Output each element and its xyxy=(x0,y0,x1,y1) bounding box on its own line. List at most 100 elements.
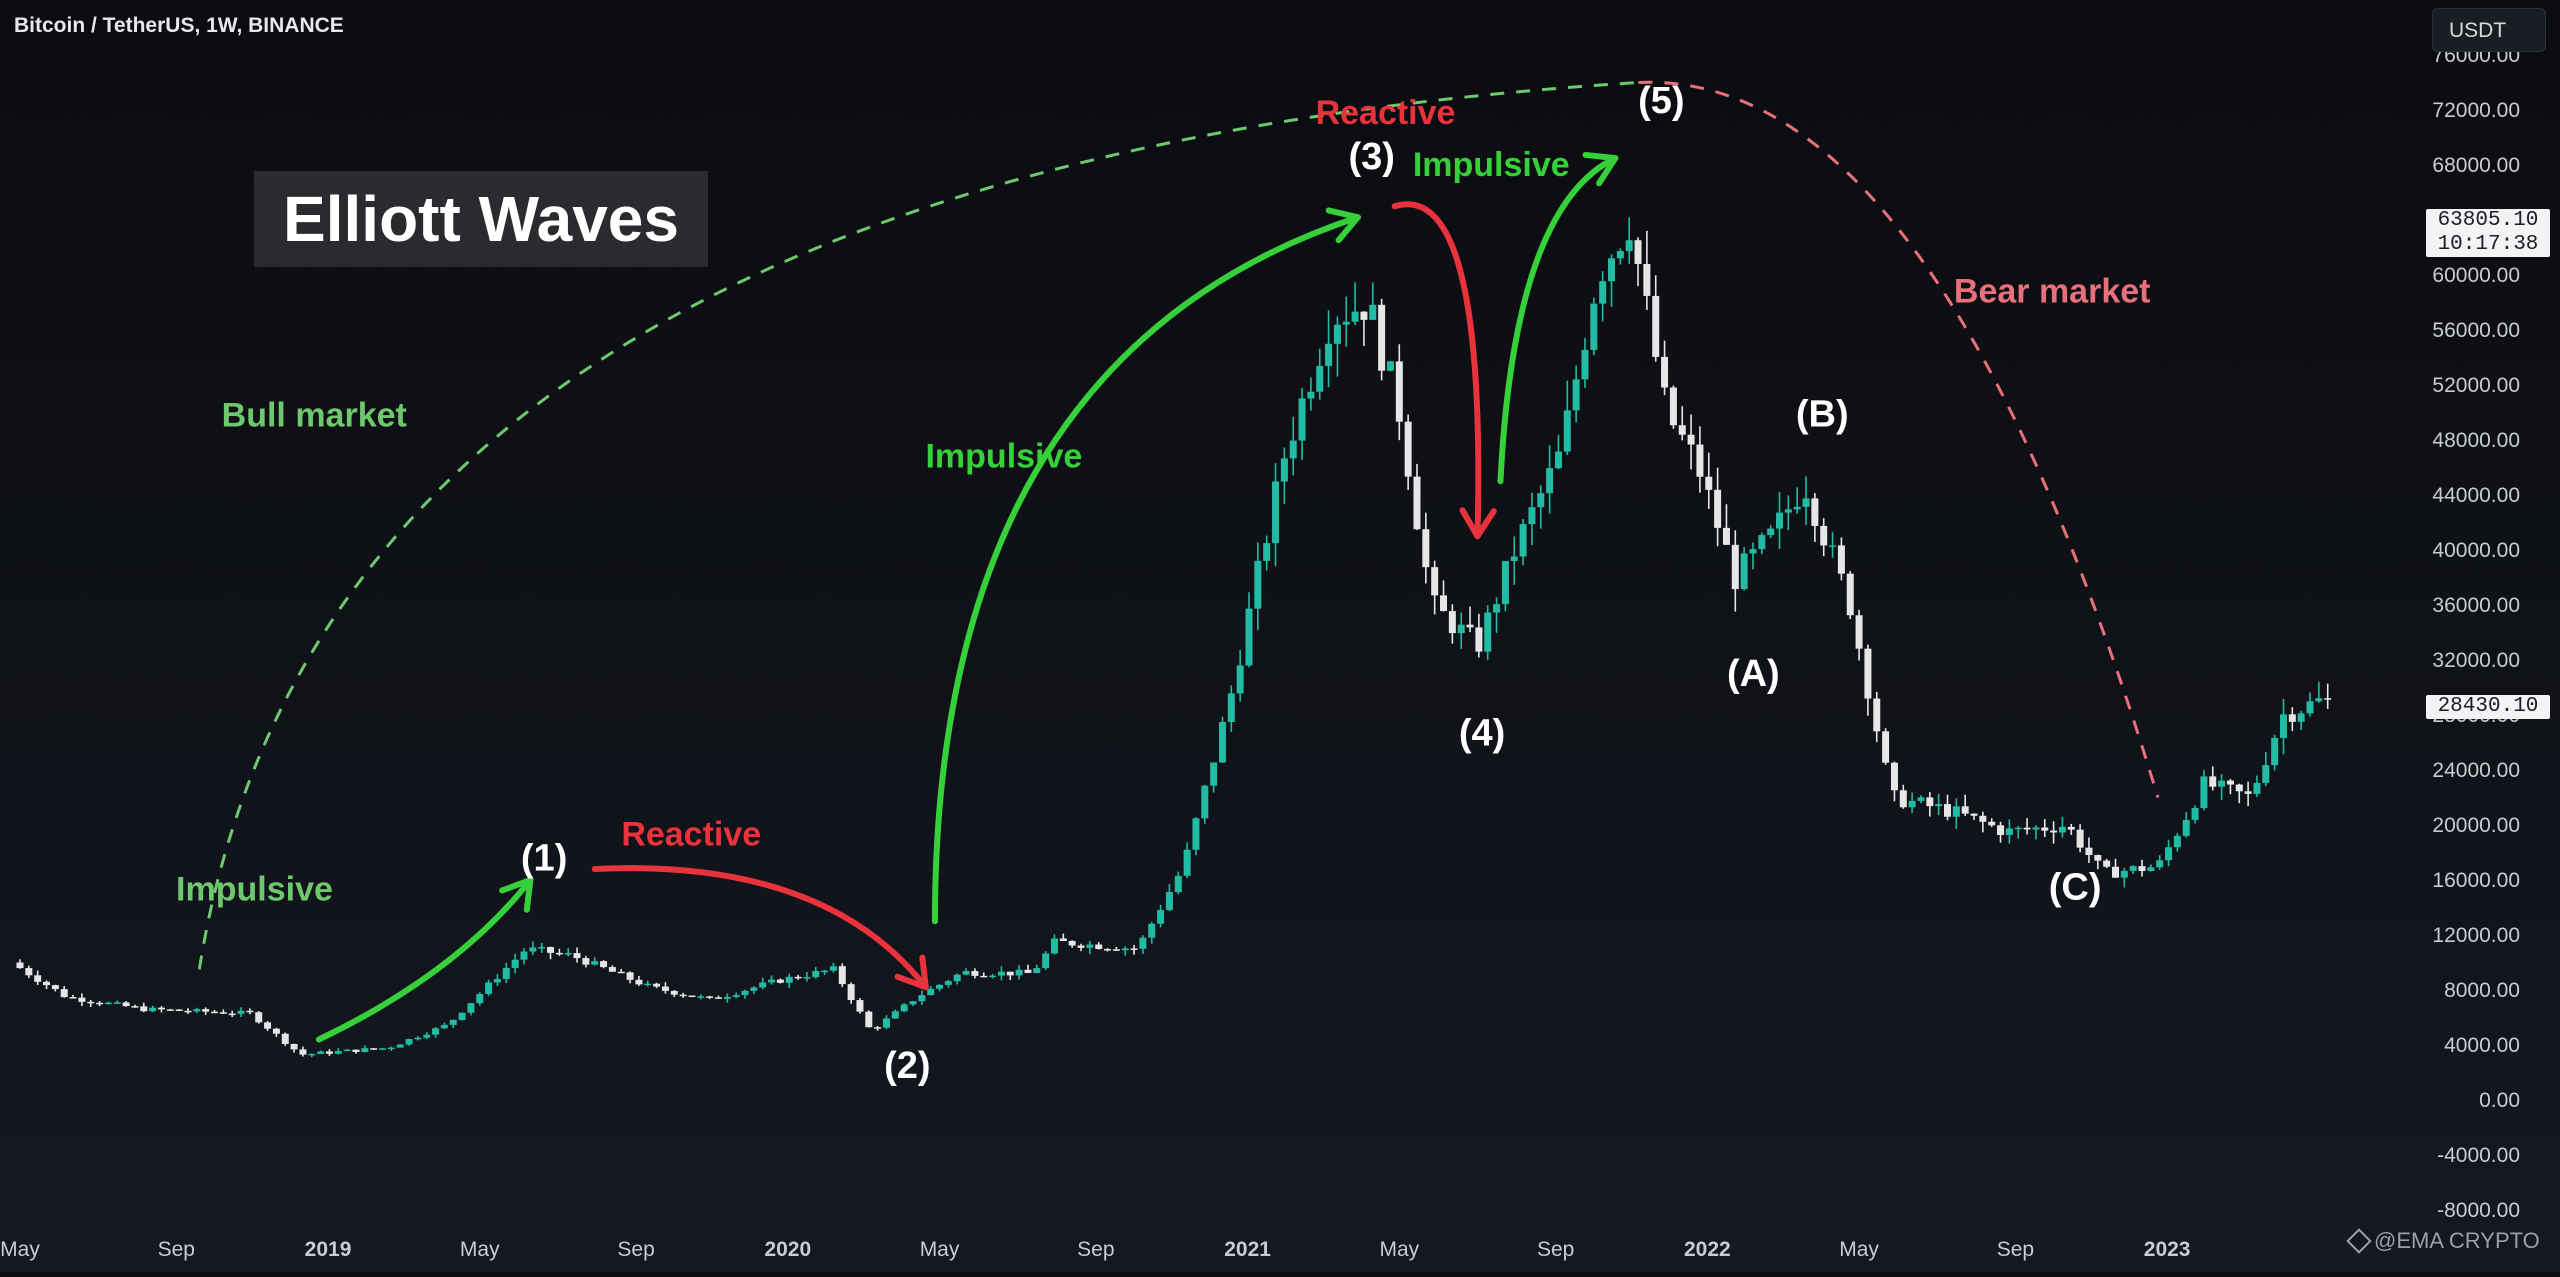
candle-body xyxy=(2253,782,2261,794)
candle-body xyxy=(1696,444,1704,477)
candle-body xyxy=(175,1009,183,1012)
candle-body xyxy=(573,953,581,959)
candle-body xyxy=(697,996,705,998)
candle-body xyxy=(1616,251,1624,259)
candle-body xyxy=(485,982,493,994)
candle-body xyxy=(1882,731,1890,763)
candle-body xyxy=(2218,780,2226,787)
candle-body xyxy=(2226,780,2234,785)
candle-body xyxy=(785,976,793,983)
chart-annotation: Impulsive xyxy=(1413,146,1570,184)
candle-body xyxy=(1731,544,1739,590)
watermark-text: @EMA CRYPTO xyxy=(2374,1228,2540,1253)
candle-body xyxy=(43,981,51,986)
candle-body xyxy=(2306,701,2314,714)
candle-body xyxy=(237,1010,245,1014)
candle-body xyxy=(1245,608,1253,666)
candle-body xyxy=(140,1006,148,1012)
candle-body xyxy=(502,967,510,980)
candle-body xyxy=(1157,910,1165,924)
candle-body xyxy=(325,1051,333,1054)
candle-body xyxy=(600,961,608,968)
candle-body xyxy=(1077,945,1085,948)
candle-body xyxy=(2279,714,2287,738)
candle-body xyxy=(1280,458,1288,482)
candle-body xyxy=(918,995,926,1002)
candle-body xyxy=(1802,498,1810,507)
candle-body xyxy=(1961,806,1969,814)
candle-body xyxy=(1360,311,1368,320)
y-tick-label: 56000.00 xyxy=(2432,319,2520,342)
candle-body xyxy=(476,993,484,1004)
candle-body xyxy=(1325,343,1333,366)
candle-body xyxy=(980,975,988,978)
candle-body xyxy=(1333,324,1341,344)
candle-body xyxy=(1342,321,1350,325)
candle-body xyxy=(1590,303,1598,350)
candle-body xyxy=(2120,870,2128,878)
chart-annotation: Impulsive xyxy=(925,438,1082,476)
candle-body xyxy=(803,977,811,979)
candle-body xyxy=(1263,543,1271,561)
candle-body xyxy=(104,1002,112,1005)
candle-body xyxy=(1289,440,1297,459)
y-tick-label: 4000.00 xyxy=(2444,1034,2520,1057)
candle-body xyxy=(157,1007,165,1010)
candle-body xyxy=(1165,892,1173,911)
y-tick-label: -8000.00 xyxy=(2437,1199,2520,1222)
candle-body xyxy=(1466,624,1474,628)
candle-body xyxy=(131,1006,139,1008)
candle-body xyxy=(1369,304,1377,320)
candle-body xyxy=(1484,612,1492,652)
candle-body xyxy=(87,1001,95,1004)
candle-body xyxy=(1024,969,1032,973)
candle-body xyxy=(1139,937,1147,949)
candle-body xyxy=(1988,821,1996,826)
x-tick-label: 2021 xyxy=(1224,1238,1271,1261)
candle-body xyxy=(706,996,714,998)
candle-body xyxy=(1378,304,1386,371)
candle-body xyxy=(909,1001,917,1005)
candle-body xyxy=(219,1012,227,1014)
candle-body xyxy=(1148,923,1156,938)
y-tick-label: 24000.00 xyxy=(2432,759,2520,782)
candle-body xyxy=(1254,560,1262,609)
candle-body xyxy=(1749,549,1757,554)
currency-button[interactable]: USDT xyxy=(2432,8,2546,52)
x-tick-label: Sep xyxy=(617,1238,654,1261)
candle-body xyxy=(193,1009,201,1012)
candle-body xyxy=(1926,797,1934,807)
candle-body xyxy=(997,971,1005,976)
chart-annotation: Reactive xyxy=(621,816,761,854)
candle-body xyxy=(272,1028,280,1034)
candle-body xyxy=(423,1034,431,1038)
candle-body xyxy=(2244,791,2252,794)
candle-body xyxy=(1351,311,1359,322)
candle-body xyxy=(1501,561,1509,605)
candle-body xyxy=(1448,611,1456,634)
candle-body xyxy=(352,1049,360,1053)
candle-body xyxy=(714,997,722,999)
candle-body xyxy=(2014,827,2022,830)
candle-body xyxy=(1563,410,1571,452)
bull-cycle-curve xyxy=(197,81,1639,970)
candle-body xyxy=(246,1010,254,1013)
candle-body xyxy=(1059,938,1067,942)
candle-body xyxy=(1112,949,1120,951)
y-tick-label: 32000.00 xyxy=(2432,649,2520,672)
chart-annotation: Bull market xyxy=(222,396,407,434)
price-tag-countdown: 10:17:38 xyxy=(2437,232,2539,256)
candle-body xyxy=(1608,258,1616,282)
candle-body xyxy=(2182,819,2190,836)
x-tick-label: 2019 xyxy=(305,1238,352,1261)
candle-body xyxy=(856,1000,864,1012)
candle-body xyxy=(281,1033,289,1044)
candle-body xyxy=(2103,860,2111,867)
candle-body xyxy=(2235,784,2243,792)
x-tick-label: 2020 xyxy=(764,1238,811,1261)
candle-body xyxy=(1952,806,1960,817)
y-tick-label: 36000.00 xyxy=(2432,594,2520,617)
candle-body xyxy=(1758,535,1766,550)
candle-body xyxy=(1678,425,1686,435)
candle-body xyxy=(626,972,634,980)
